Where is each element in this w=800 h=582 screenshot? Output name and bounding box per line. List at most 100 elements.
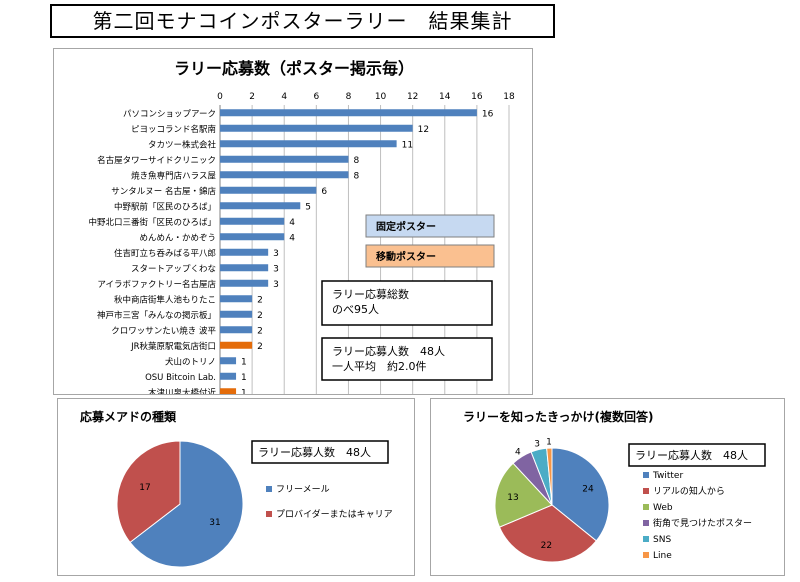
x-tick-label: 6 [313,92,319,102]
pie-chart-email-panel: 応募メアドの種類ラリー応募人数 48人 31 フリーメール 17 プロバイダーまたはキャ… [57,398,415,576]
bar [220,124,413,132]
category-label: タカツー株式会社 [148,139,217,150]
x-tick-label: 2 [249,92,255,102]
pie-slice [498,504,598,563]
legend-swatch [643,520,649,526]
pie-chart-source-panel: ラリーを知ったきっかけ(複数回答) ラリー応募人数 48人 24 Twitter 22 リ… [430,398,785,576]
bar [220,341,253,349]
bar [220,357,237,365]
legend-label-mobile: 移動ポスター [376,250,436,263]
annotation-text: のべ95人 [332,303,379,316]
pie-header-box [628,443,766,467]
legend-label: Twitter [652,471,683,481]
bar [220,248,269,256]
legend-box-mobile [365,244,495,268]
pie-slice [551,447,610,542]
pie-value-label: 31 [209,518,220,528]
pie-value-label: 17 [139,483,150,493]
bar [220,310,253,318]
bar [220,233,285,241]
pie-title: 応募メアドの種類 [80,409,177,424]
pie-slice [546,447,553,506]
bar-value-label: 16 [482,109,494,119]
x-tick-label: 8 [346,92,352,102]
legend-label: 街角で見つけたポスター [653,517,752,529]
bar-value-label: 1 [241,357,247,367]
legend-swatch [266,486,272,492]
x-tick-label: 16 [471,92,483,102]
legend-label: Line [653,551,672,561]
category-label: アイラボファクトリー名古屋店 [97,279,216,290]
bar-chart-panel: ラリー応募数（ポスター掲示毎） 0 2 4 6 8 10 12 14 16 18 パソコンショップアー… [53,48,533,400]
annotation-box [321,337,493,381]
bar [220,217,285,225]
legend-swatch [643,472,649,478]
bar-value-label: 2 [257,326,263,336]
x-tick-label: 18 [503,92,515,102]
legend-swatch [266,511,272,517]
bar-value-label: 3 [273,249,279,259]
legend-swatch [643,552,649,558]
category-label: 焼き魚専門店ハラス屋 [131,170,216,181]
bar-value-label: 12 [418,125,429,135]
bar-value-label: 4 [289,218,295,228]
bar-value-label: 8 [353,156,359,166]
bar [220,109,477,117]
legend-swatch [643,536,649,542]
category-label: 神戸市三宮「みんなの掲示板」 [97,310,216,321]
legend-label: フリーメール [276,485,330,495]
page-title: 第二回モナコインポスターラリー 結果集計 [50,4,555,38]
legend-label: Web [653,503,673,513]
bar [220,202,301,210]
bar [220,372,237,380]
category-label: 中野駅前「区民のひろば」 [114,201,216,212]
bar [220,388,237,396]
pie-slice [494,462,553,528]
bar [220,279,269,287]
category-label: 住吉町立ち呑みばる平八郎 [114,248,216,259]
pie-value-label: 13 [507,493,518,503]
pie-header-text: ラリー応募人数 48人 [258,445,371,459]
bar [220,326,253,334]
pie-header-text: ラリー応募人数 48人 [635,448,748,462]
category-label: 名古屋タワーサイドクリニック [97,155,216,166]
category-label: 犬山のトリノ [165,356,216,367]
pie-slice [116,440,181,544]
bar [220,155,349,163]
pie-header-box [251,440,389,464]
bar [220,264,269,272]
bar-value-label: 2 [257,311,263,321]
bar [220,186,317,194]
annotation-box [321,280,493,326]
category-label: パソコンショップアーク [123,109,216,119]
annotation-text: ラリー応募総数 [332,287,409,301]
annotation-text: ラリー応募人数 48人 [332,344,445,358]
bar-chart: ラリー応募数（ポスター掲示毎）0 2 4 6 8 10 12 14 16 18パソコンショップアー… [88,59,515,400]
pie-title: ラリーを知ったきっかけ(複数回答) [463,409,654,424]
category-label: OSU Bitcoin Lab. [145,373,216,383]
x-tick-label: 14 [439,92,451,102]
category-label: 木津川泉大橋付近 [148,387,217,394]
bar-value-label: 1 [241,388,247,394]
category-label: JR秋葉原駅電気店街口 [130,341,216,352]
pie-value-label: 1 [546,438,552,448]
category-label: ピヨッコランド名駅南 [131,124,216,135]
bar-value-label: 1 [241,373,247,383]
bar-value-label: 4 [289,233,295,243]
legend-label: プロバイダーまたはキャリア [276,508,393,520]
bar-value-label: 2 [257,295,263,305]
pie-value-label: 4 [515,447,521,457]
bar-value-label: 5 [305,202,311,212]
bar [220,171,349,179]
bar [220,295,253,303]
category-label: めんめん・かめぞう [139,233,216,243]
bar-value-label: 11 [402,140,413,150]
category-label: スタートアップくわな [131,264,216,274]
legend-box-fixed [365,214,495,238]
pie-value-label: 3 [534,439,540,449]
pie-value-label: 22 [541,541,552,551]
bar [220,140,397,148]
x-tick-label: 10 [375,92,387,102]
legend-label: SNS [653,535,671,545]
